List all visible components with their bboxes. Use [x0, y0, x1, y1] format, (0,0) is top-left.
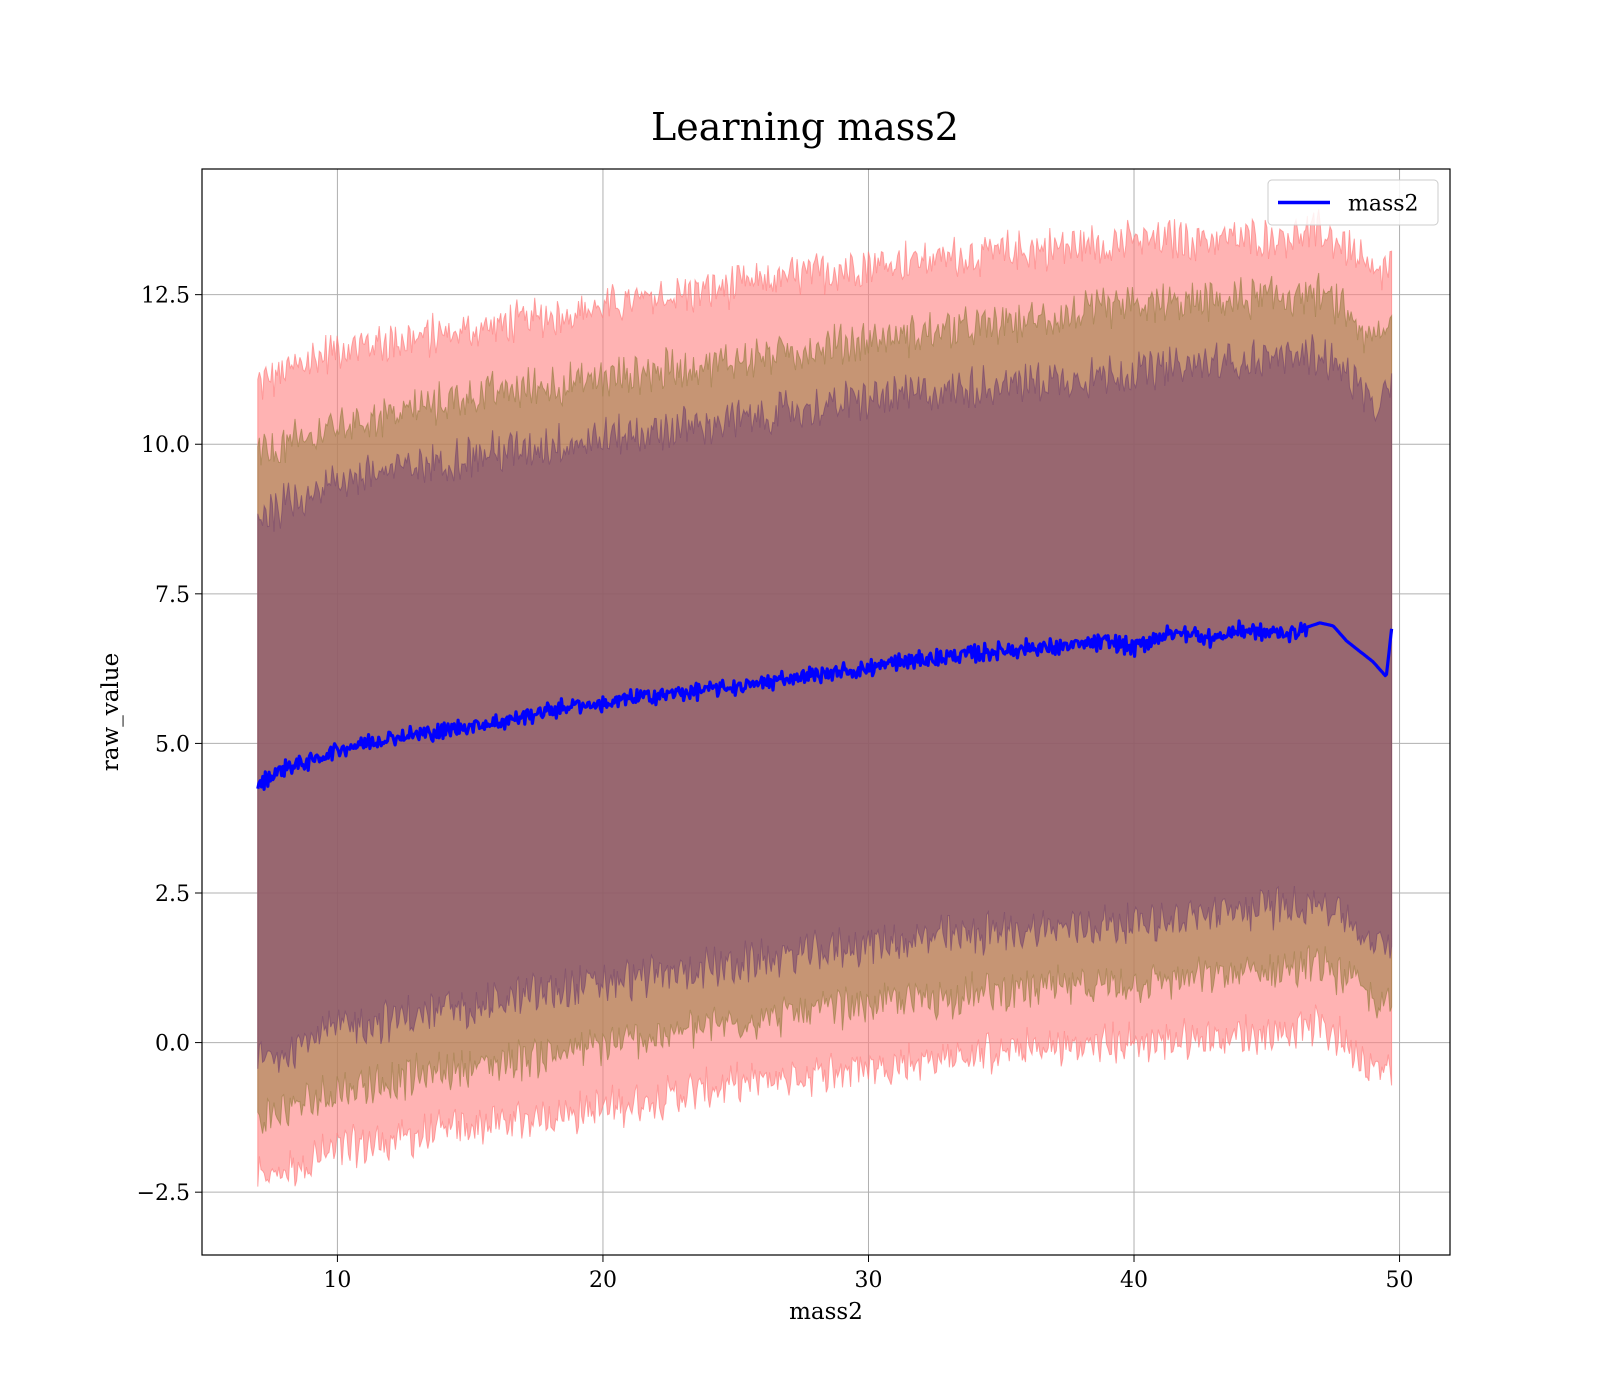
band-inner	[257, 334, 1393, 1073]
series-line-mass2	[256, 619, 1394, 791]
x-axis-ticks: 10 20 30 40 50	[323, 1255, 1414, 1293]
legend-box	[1267, 179, 1439, 226]
y-tick-label: 10.0	[141, 433, 190, 458]
y-axis-ticks: −2.5 0.0 2.5 5.0 7.5 10.0 12.5	[137, 284, 202, 1206]
x-axis-label: mass2	[789, 1299, 863, 1325]
y-tick-label: 12.5	[141, 284, 190, 309]
confidence-bands	[257, 209, 1393, 1187]
legend: mass2	[1267, 179, 1439, 226]
y-axis-label: raw_value	[98, 653, 124, 771]
y-tick-label: 2.5	[155, 882, 190, 907]
x-tick-label: 40	[1120, 1268, 1148, 1293]
y-tick-label: 7.5	[155, 583, 190, 608]
legend-label-mass2: mass2	[1348, 192, 1419, 217]
x-tick-label: 20	[589, 1268, 617, 1293]
y-tick-label: 5.0	[155, 732, 190, 757]
series-lines	[256, 619, 1394, 791]
chart-title: Learning mass2	[651, 105, 959, 149]
y-tick-label: 0.0	[155, 1032, 190, 1057]
plot-frame	[201, 168, 1451, 1256]
y-tick-label: −2.5	[137, 1181, 190, 1206]
x-tick-label: 10	[323, 1268, 351, 1293]
x-tick-label: 30	[854, 1268, 882, 1293]
x-tick-label: 50	[1386, 1268, 1414, 1293]
